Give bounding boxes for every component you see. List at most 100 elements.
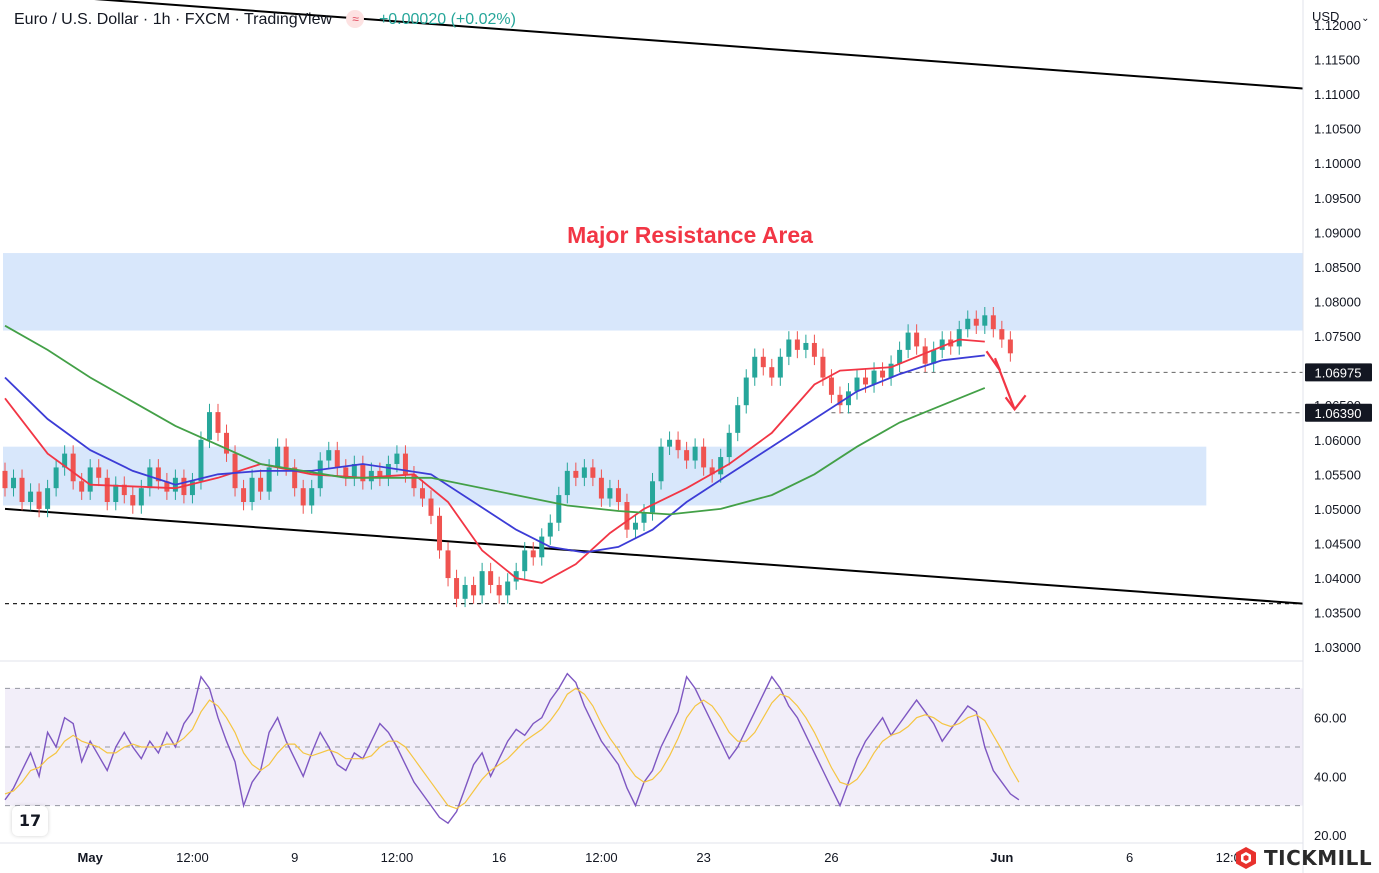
candle-body-18 [155, 467, 161, 482]
candle-body-17 [147, 467, 153, 489]
candle-body-73 [624, 502, 630, 530]
candle-body-90 [769, 367, 775, 378]
tradingview-logo-icon[interactable]: 17 [12, 806, 48, 836]
price-tick-label-5: 1.09500 [1314, 191, 1361, 206]
time-tick-label-3: 12:00 [381, 850, 414, 865]
candle-body-19 [164, 481, 170, 492]
candle-body-112 [956, 329, 962, 347]
candle-body-39 [334, 450, 340, 468]
price-tick-label-2: 1.11000 [1314, 87, 1360, 102]
candle-body-74 [632, 522, 638, 530]
candle-body-113 [965, 318, 971, 330]
candle-body-32 [275, 446, 281, 468]
candle-body-84 [718, 457, 724, 475]
candle-body-43 [368, 470, 374, 482]
candle-body-48 [411, 474, 417, 489]
candle-body-107 [914, 332, 920, 347]
candle-body-44 [377, 470, 383, 478]
candle-body-79 [675, 439, 681, 451]
candle-body-35 [300, 488, 306, 506]
candle-body-110 [939, 339, 945, 350]
price-tick-label-11: 1.06000 [1314, 433, 1361, 448]
price-tick-label-14: 1.04500 [1314, 536, 1361, 551]
rsi-tick-label-0: 60.00 [1314, 711, 1347, 726]
currency-label: USD [1312, 9, 1340, 24]
candle-body-55 [471, 584, 477, 596]
price-tick-label-0: 1.12000 [1314, 18, 1361, 33]
candle-body-103 [880, 370, 886, 378]
price-tick-label-9: 1.07500 [1314, 329, 1361, 344]
moving-average-2 [4, 324, 986, 516]
candle-body-83 [709, 467, 715, 475]
candle-body-15 [130, 495, 136, 506]
price-tick-label-7: 1.08500 [1314, 260, 1361, 275]
candle-body-14 [121, 484, 127, 496]
forecast-arrow-head [1004, 394, 1027, 412]
candle-body-13 [113, 484, 119, 503]
annotation-label: Major Resistance Area [567, 222, 813, 248]
moving-average-1 [4, 354, 985, 554]
candle-body-77 [658, 446, 664, 482]
candle-body-104 [888, 363, 894, 378]
candle-body-26 [224, 432, 230, 454]
time-tick-label-2: 9 [291, 850, 298, 865]
candle-body-56 [479, 571, 485, 596]
price-pane[interactable]: Major Resistance Area [2, 0, 1304, 608]
price-tick-label-16: 1.03500 [1314, 606, 1361, 621]
candle-body-41 [351, 463, 357, 478]
candle-body-7 [62, 453, 68, 468]
candle-body-2 [19, 477, 25, 503]
chart-header: Euro / U.S. Dollar · 1h · FXCM · Trading… [14, 10, 516, 29]
rsi-tick-label-1: 40.00 [1314, 769, 1347, 784]
price-tick-label-13: 1.05000 [1314, 502, 1361, 517]
candle-body-67 [573, 470, 579, 478]
candle-body-69 [590, 467, 596, 478]
candle-body-71 [607, 488, 613, 499]
price-tick-label-12: 1.05500 [1314, 467, 1361, 482]
candle-body-89 [760, 356, 766, 368]
candle-body-94 [803, 342, 809, 350]
time-tick-label-7: 26 [824, 850, 838, 865]
time-tick-label-1: 12:00 [176, 850, 209, 865]
candle-body-118 [1007, 339, 1013, 354]
candle-body-68 [581, 467, 587, 478]
candle-body-25 [215, 412, 221, 433]
currency-selector[interactable]: USD ⌄ [1312, 9, 1369, 24]
candle-body-33 [283, 446, 289, 468]
candle-body-60 [513, 571, 519, 582]
candle-body-29 [249, 477, 255, 503]
candle-body-59 [505, 581, 511, 596]
candle-body-88 [752, 356, 758, 378]
trendline-0 [94, 0, 1304, 90]
time-tick-label-8: Jun [990, 850, 1013, 865]
candle-body-16 [138, 488, 144, 506]
candle-body-8 [70, 453, 76, 482]
candle-body-38 [326, 450, 332, 461]
candle-body-10 [87, 467, 93, 492]
price-tick-label-15: 1.04000 [1314, 571, 1361, 586]
candle-body-81 [692, 446, 698, 461]
candle-body-80 [684, 450, 690, 461]
candle-body-30 [258, 477, 264, 492]
candle-body-51 [437, 515, 443, 551]
rsi-pane[interactable] [0, 660, 1303, 825]
approx-icon[interactable]: ≈ [346, 10, 365, 28]
candle-body-11 [96, 467, 102, 478]
time-tick-label-6: 23 [696, 850, 710, 865]
candle-body-6 [53, 467, 59, 489]
candle-body-64 [547, 522, 553, 537]
tickmill-logo-icon [1236, 847, 1256, 869]
candle-body-96 [820, 356, 826, 378]
candles [2, 307, 1013, 608]
candle-body-4 [36, 491, 42, 509]
candle-body-58 [496, 584, 502, 596]
candle-body-76 [650, 481, 656, 513]
candle-body-92 [786, 339, 792, 357]
symbol-title[interactable]: Euro / U.S. Dollar · 1h · FXCM · Trading… [14, 11, 333, 28]
zone-0 [3, 253, 1303, 331]
price-tick-label-3: 1.10500 [1314, 122, 1361, 137]
candle-body-114 [973, 318, 979, 326]
candle-body-31 [266, 467, 272, 492]
brand-name: TICKMILL [1264, 846, 1373, 870]
candle-body-36 [309, 488, 315, 506]
